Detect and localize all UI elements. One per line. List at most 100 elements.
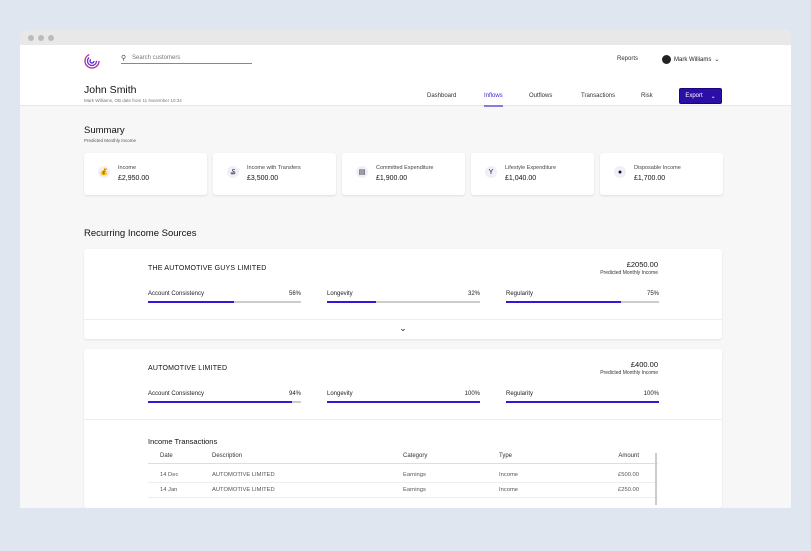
progress-bar bbox=[327, 301, 480, 303]
search-input[interactable]: ⚲ Search customers bbox=[121, 55, 252, 64]
metric-label: Longevity bbox=[327, 391, 353, 397]
transactions-table: Date Description Category Type Amount 14 Dec… bbox=[148, 449, 658, 498]
card-label: Lifestyle Expenditure bbox=[505, 165, 557, 171]
progress-fill bbox=[506, 301, 621, 303]
col-type[interactable]: Type bbox=[499, 453, 513, 459]
browser-window: ⚲ Search customers Reports Mark Williams ⌄… bbox=[20, 30, 791, 508]
summary-subtitle: Predicted Monthly Income bbox=[84, 138, 137, 143]
export-label: Export bbox=[685, 93, 703, 99]
cocktail-icon: Y bbox=[485, 166, 497, 178]
expand-chevron-icon[interactable]: ⌄ bbox=[84, 319, 722, 339]
table-row[interactable]: 14 Dec AUTOMOTIVE LIMITED Earnings Income £5… bbox=[148, 468, 658, 483]
logo-icon[interactable] bbox=[84, 53, 100, 69]
user-menu[interactable]: Mark Williams ⌄ bbox=[662, 55, 719, 64]
card-value: £1,900.00 bbox=[376, 175, 408, 182]
card-value: £1,700.00 bbox=[634, 175, 666, 182]
metric-label: Account Consistency bbox=[148, 291, 205, 297]
col-date[interactable]: Date bbox=[160, 453, 173, 459]
summary-card-committed: ▤ Committed Expenditure £1,900.00 bbox=[342, 153, 465, 195]
money-bag-transfer-icon: ₷ bbox=[227, 166, 239, 178]
metric-account-consistency: Account Consistency 56% bbox=[148, 291, 301, 303]
metric-value: 56% bbox=[288, 291, 301, 297]
search-placeholder: Search customers bbox=[132, 55, 181, 61]
progress-fill bbox=[506, 401, 659, 403]
window-dot[interactable] bbox=[38, 34, 44, 41]
metric-label: Longevity bbox=[327, 291, 353, 297]
card-label: Income with Transfers bbox=[247, 165, 301, 171]
user-name: Mark Williams bbox=[674, 56, 712, 63]
metric-label: Account Consistency bbox=[148, 391, 205, 397]
metric-account-consistency: Account Consistency 94% bbox=[148, 391, 301, 403]
card-label: Committed Expenditure bbox=[376, 165, 434, 171]
income-source-card: AUTOMOTIVE LIMITED £400.00 Predicted Mon… bbox=[84, 349, 722, 508]
money-bag-icon: 💰 bbox=[98, 166, 110, 178]
progress-bar bbox=[506, 401, 659, 403]
metric-value: 100% bbox=[464, 391, 480, 397]
metric-value: 75% bbox=[646, 291, 659, 297]
income-source-card: THE AUTOMOTIVE GUYS LIMITED £2050.00 Pre… bbox=[84, 249, 722, 339]
reports-link[interactable]: Reports bbox=[617, 56, 639, 62]
source-amount: £2050.00 bbox=[626, 260, 658, 269]
progress-bar bbox=[148, 401, 301, 403]
source-amount-label: Predicted Monthly Income bbox=[600, 270, 658, 276]
window-dot[interactable] bbox=[28, 34, 34, 41]
cell: 14 Dec bbox=[160, 472, 179, 478]
search-icon: ⚲ bbox=[121, 55, 127, 62]
summary-card-lifestyle: Y Lifestyle Expenditure £1,040.00 bbox=[471, 153, 594, 195]
cell: Income bbox=[499, 472, 519, 478]
cell: 14 Jan bbox=[160, 487, 178, 493]
scrollbar[interactable] bbox=[655, 453, 657, 505]
cell: Earnings bbox=[403, 487, 426, 493]
metric-regularity: Regularity 100% bbox=[506, 391, 659, 403]
tab-outflows[interactable]: Outflows bbox=[529, 93, 553, 99]
customer-name: John Smith bbox=[84, 84, 137, 96]
tab-transactions[interactable]: Transactions bbox=[581, 93, 616, 99]
summary-title: Summary bbox=[84, 125, 125, 136]
cell: £250.00 bbox=[618, 487, 639, 493]
progress-bar bbox=[506, 301, 659, 303]
metric-value: 32% bbox=[467, 291, 480, 297]
document-icon: ▤ bbox=[356, 166, 368, 178]
metric-label: Regularity bbox=[506, 391, 534, 397]
tab-dashboard[interactable]: Dashboard bbox=[427, 93, 457, 99]
title-bar bbox=[20, 30, 791, 45]
user-icon bbox=[662, 55, 671, 64]
recurring-title: Recurring Income Sources bbox=[84, 228, 197, 239]
cell: AUTOMOTIVE LIMITED bbox=[212, 487, 275, 493]
progress-bar bbox=[148, 301, 301, 303]
metric-value: 94% bbox=[288, 391, 301, 397]
card-value: £2,950.00 bbox=[118, 175, 150, 182]
tab-inflows[interactable]: Inflows bbox=[484, 93, 503, 107]
card-value: £3,500.00 bbox=[247, 175, 279, 182]
progress-fill bbox=[148, 401, 292, 403]
metric-longevity: Longevity 100% bbox=[327, 391, 480, 403]
col-description[interactable]: Description bbox=[212, 453, 243, 459]
card-label: Income bbox=[118, 165, 137, 171]
metric-value: 100% bbox=[643, 391, 659, 397]
progress-fill bbox=[148, 301, 234, 303]
cell: AUTOMOTIVE LIMITED bbox=[212, 472, 275, 478]
metric-longevity: Longevity 32% bbox=[327, 291, 480, 303]
metric-label: Regularity bbox=[506, 291, 534, 297]
tab-risk[interactable]: Risk bbox=[641, 93, 653, 99]
table-row[interactable]: 14 Jan AUTOMOTIVE LIMITED Earnings Income £2… bbox=[148, 483, 658, 498]
card-label: Disposable Income bbox=[634, 165, 681, 171]
cell: £500.00 bbox=[618, 472, 639, 478]
source-amount: £400.00 bbox=[630, 360, 658, 369]
customer-subtitle: Mark Williams, OB date from 11 November … bbox=[84, 98, 182, 103]
source-amount-label: Predicted Monthly Income bbox=[600, 370, 658, 376]
piggy-bank-icon: ● bbox=[614, 166, 626, 178]
col-category[interactable]: Category bbox=[403, 453, 428, 459]
export-button[interactable]: Export ⌄ bbox=[679, 88, 722, 104]
progress-fill bbox=[327, 401, 480, 403]
source-name: AUTOMOTIVE LIMITED bbox=[148, 365, 228, 372]
transactions-title: Income Transactions bbox=[148, 437, 218, 446]
chevron-down-icon: ⌄ bbox=[710, 93, 716, 100]
window-dot[interactable] bbox=[48, 34, 54, 41]
summary-card-disposable: ● Disposable Income £1,700.00 bbox=[600, 153, 723, 195]
card-value: £1,040.00 bbox=[505, 175, 537, 182]
table-header: Date Description Category Type Amount bbox=[148, 449, 658, 464]
col-amount[interactable]: Amount bbox=[618, 453, 639, 459]
chevron-down-icon: ⌄ bbox=[714, 57, 720, 63]
progress-bar bbox=[327, 401, 480, 403]
